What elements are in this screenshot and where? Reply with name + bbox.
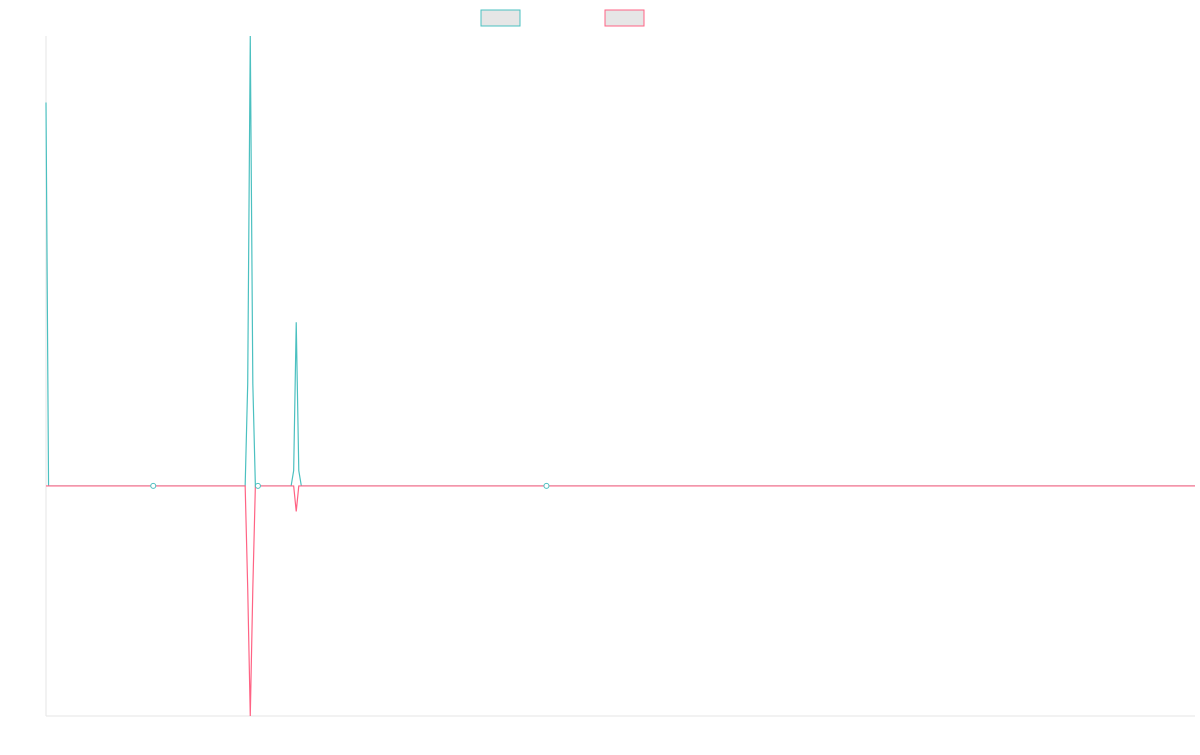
axes — [45, 36, 1195, 717]
legend-swatch-1 — [480, 9, 521, 27]
data-point-3[interactable] — [543, 482, 550, 489]
data-point-2[interactable] — [254, 482, 261, 489]
point-markers — [150, 482, 550, 489]
legend — [480, 9, 645, 27]
legend-item-1[interactable] — [480, 9, 521, 27]
data-point-1[interactable] — [150, 482, 157, 489]
series-group — [45, 35, 1195, 717]
series-line-2[interactable] — [46, 485, 1195, 717]
series-line-1[interactable] — [45, 35, 1195, 487]
legend-item-2[interactable] — [604, 9, 645, 27]
legend-swatch-2 — [604, 9, 645, 27]
